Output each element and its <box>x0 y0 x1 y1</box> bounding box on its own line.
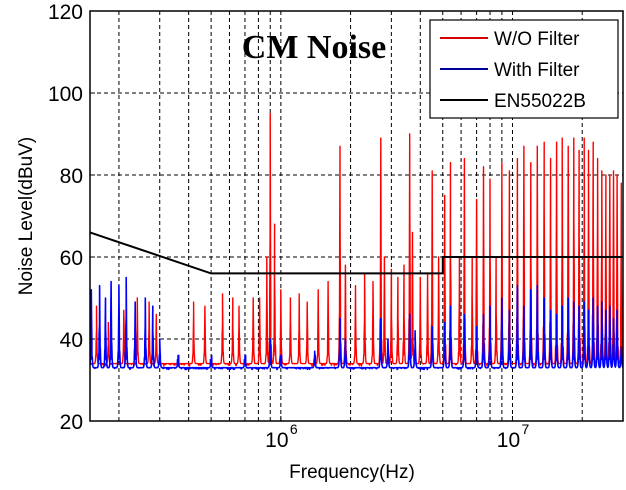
y-axis-label: Noise Level(dBuV) <box>16 137 37 295</box>
x-tick-label: 10 <box>497 429 520 452</box>
series-line-en55022b <box>90 231 623 275</box>
y-tick-label: 40 <box>60 329 83 352</box>
y-tick-label: 100 <box>48 83 83 106</box>
chart-title: CM Noise <box>242 29 386 66</box>
y-axis-ticks: 20 40 60 80 100 120 <box>48 1 95 434</box>
y-tick-label: 20 <box>60 411 83 434</box>
legend-label-en55022b: EN55022B <box>494 91 586 112</box>
legend-label-wo-filter: W/O Filter <box>494 29 580 50</box>
x-axis-label: Frequency(Hz) <box>289 462 415 483</box>
x-axis-ticks: 10 6 10 7 <box>265 416 529 452</box>
x-tick-exponent: 7 <box>521 421 529 437</box>
plot-frame <box>89 10 624 422</box>
series-line-with-filter <box>90 276 623 371</box>
x-tick-label: 10 <box>265 429 288 452</box>
series-layer <box>90 112 623 371</box>
x-tick-exponent: 6 <box>290 421 298 437</box>
y-tick-label: 80 <box>60 165 83 188</box>
legend-label-with-filter: With Filter <box>494 60 580 81</box>
y-tick-label: 120 <box>48 1 83 24</box>
y-tick-label: 60 <box>60 247 83 270</box>
legend: W/O Filter With Filter EN55022B <box>429 19 619 119</box>
series-line-wo-filter <box>90 112 623 367</box>
